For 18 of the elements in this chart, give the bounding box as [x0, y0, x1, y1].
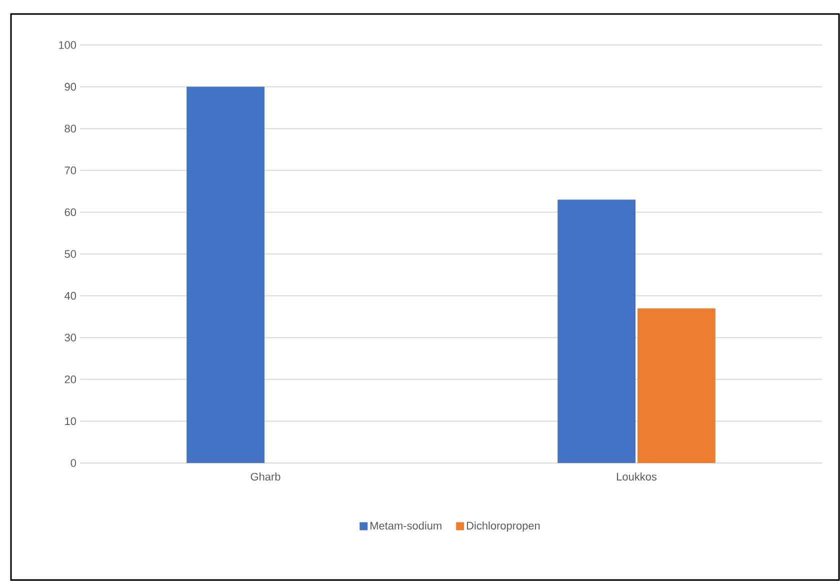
y-tick-label: 50	[64, 250, 76, 258]
x-tick-label: Gharb	[250, 472, 280, 481]
y-tick-label: 100	[59, 41, 76, 49]
y-tick-label: 30	[64, 334, 76, 342]
bar	[638, 308, 716, 463]
x-tick-label: Loukkos	[617, 472, 657, 481]
y-tick-label: 10	[65, 417, 76, 426]
y-tick-label: 80	[64, 124, 76, 132]
bar	[186, 86, 265, 463]
bar	[558, 200, 636, 463]
y-tick-label: 60	[64, 208, 76, 216]
y-tick-label: 40	[64, 292, 76, 300]
y-tick-label: 0	[70, 459, 76, 467]
legend-label: Dichloropropen	[466, 522, 540, 532]
legend-label: Metam-sodium	[370, 522, 442, 530]
y-tick-label: 90	[64, 82, 76, 91]
y-tick-label: 20	[64, 376, 76, 384]
y-tick-label: 70	[64, 166, 76, 174]
